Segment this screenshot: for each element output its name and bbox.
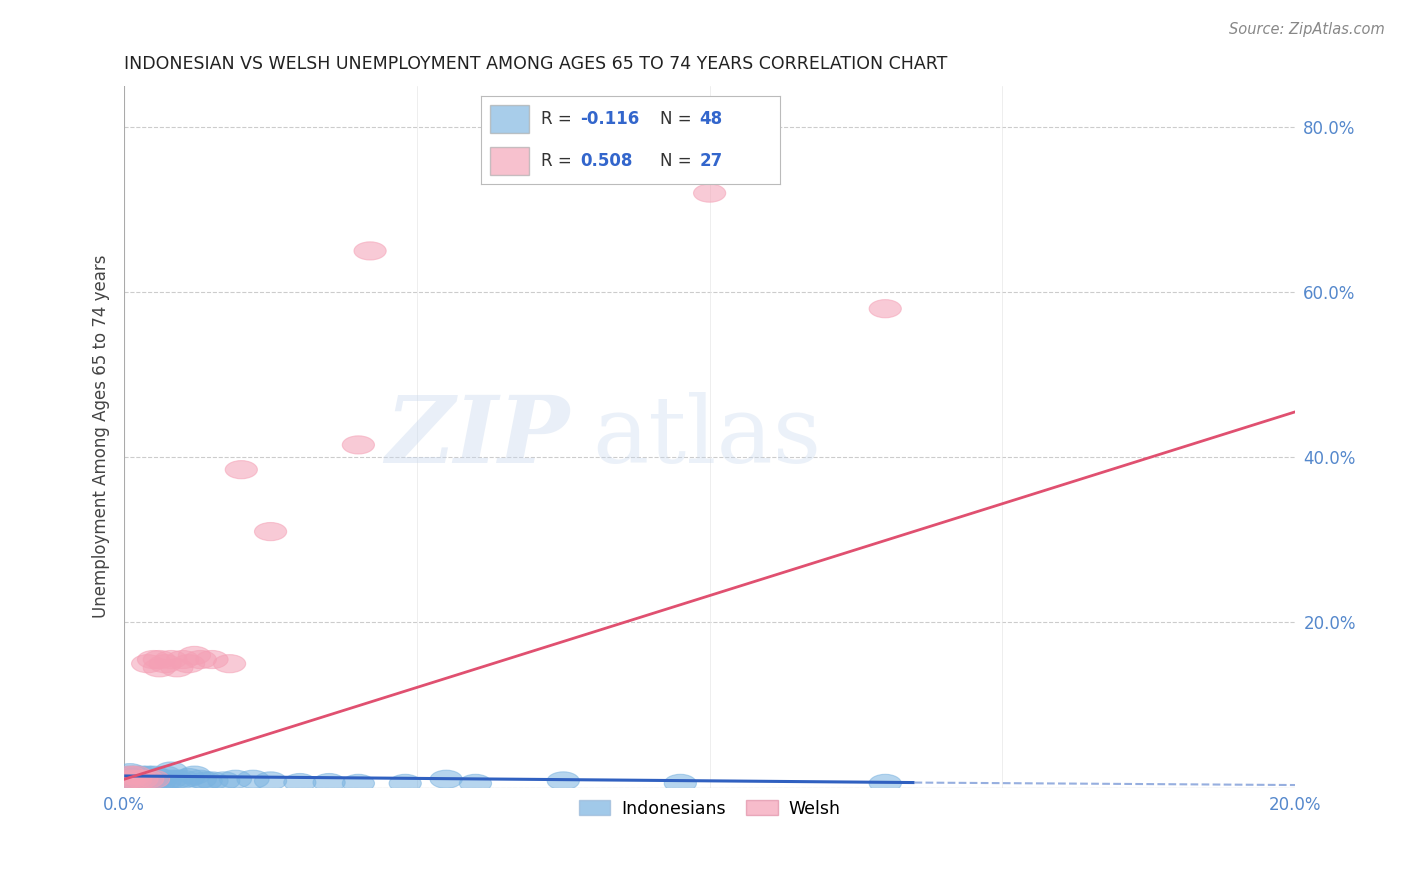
Ellipse shape: [114, 766, 146, 784]
Ellipse shape: [125, 770, 157, 789]
Ellipse shape: [114, 769, 146, 787]
Ellipse shape: [342, 436, 374, 454]
Ellipse shape: [125, 772, 157, 790]
Ellipse shape: [254, 523, 287, 541]
Ellipse shape: [389, 774, 422, 792]
Ellipse shape: [167, 650, 198, 669]
Ellipse shape: [149, 766, 181, 784]
Ellipse shape: [138, 770, 170, 789]
Ellipse shape: [132, 655, 163, 673]
Ellipse shape: [155, 762, 187, 780]
Ellipse shape: [120, 772, 152, 790]
Ellipse shape: [195, 650, 228, 669]
Ellipse shape: [114, 770, 146, 789]
Ellipse shape: [225, 460, 257, 479]
Ellipse shape: [342, 774, 374, 792]
Ellipse shape: [219, 770, 252, 789]
Ellipse shape: [120, 770, 152, 789]
Ellipse shape: [132, 770, 163, 789]
Ellipse shape: [114, 764, 146, 781]
Ellipse shape: [120, 773, 152, 791]
Ellipse shape: [108, 772, 141, 790]
Ellipse shape: [120, 769, 152, 787]
Ellipse shape: [132, 773, 163, 791]
Ellipse shape: [138, 773, 170, 791]
Ellipse shape: [236, 770, 269, 789]
Ellipse shape: [149, 772, 181, 790]
Text: atlas: atlas: [592, 392, 821, 482]
Ellipse shape: [143, 650, 176, 669]
Ellipse shape: [179, 766, 211, 784]
Ellipse shape: [693, 184, 725, 202]
Ellipse shape: [120, 770, 152, 789]
Ellipse shape: [125, 766, 157, 784]
Ellipse shape: [354, 242, 387, 260]
Ellipse shape: [184, 650, 217, 669]
Ellipse shape: [143, 769, 176, 787]
Ellipse shape: [664, 774, 696, 792]
Ellipse shape: [132, 766, 163, 784]
Ellipse shape: [138, 766, 170, 784]
Ellipse shape: [114, 770, 146, 789]
Ellipse shape: [167, 770, 198, 789]
Ellipse shape: [179, 647, 211, 665]
Ellipse shape: [173, 655, 205, 673]
Ellipse shape: [149, 655, 181, 673]
Ellipse shape: [125, 770, 157, 789]
Ellipse shape: [547, 772, 579, 790]
Ellipse shape: [114, 773, 146, 791]
Text: Source: ZipAtlas.com: Source: ZipAtlas.com: [1229, 22, 1385, 37]
Ellipse shape: [120, 766, 152, 784]
Ellipse shape: [190, 772, 222, 790]
Ellipse shape: [173, 769, 205, 787]
Ellipse shape: [460, 774, 492, 792]
Text: ZIP: ZIP: [385, 392, 569, 482]
Ellipse shape: [114, 772, 146, 790]
Ellipse shape: [160, 658, 193, 677]
Ellipse shape: [184, 770, 217, 789]
Ellipse shape: [108, 772, 141, 790]
Ellipse shape: [430, 770, 463, 789]
Ellipse shape: [143, 773, 176, 791]
Ellipse shape: [214, 655, 246, 673]
Ellipse shape: [155, 650, 187, 669]
Ellipse shape: [132, 770, 163, 789]
Ellipse shape: [125, 773, 157, 791]
Ellipse shape: [208, 772, 240, 790]
Ellipse shape: [155, 770, 187, 789]
Ellipse shape: [254, 772, 287, 790]
Ellipse shape: [284, 773, 316, 791]
Y-axis label: Unemployment Among Ages 65 to 74 years: Unemployment Among Ages 65 to 74 years: [93, 255, 110, 618]
Ellipse shape: [869, 774, 901, 792]
Ellipse shape: [869, 300, 901, 318]
Ellipse shape: [314, 773, 346, 791]
Ellipse shape: [120, 766, 152, 784]
Ellipse shape: [114, 766, 146, 784]
Ellipse shape: [138, 650, 170, 669]
Legend: Indonesians, Welsh: Indonesians, Welsh: [572, 793, 846, 824]
Ellipse shape: [160, 770, 193, 789]
Ellipse shape: [143, 658, 176, 677]
Ellipse shape: [138, 770, 170, 789]
Ellipse shape: [195, 772, 228, 790]
Text: INDONESIAN VS WELSH UNEMPLOYMENT AMONG AGES 65 TO 74 YEARS CORRELATION CHART: INDONESIAN VS WELSH UNEMPLOYMENT AMONG A…: [124, 55, 948, 73]
